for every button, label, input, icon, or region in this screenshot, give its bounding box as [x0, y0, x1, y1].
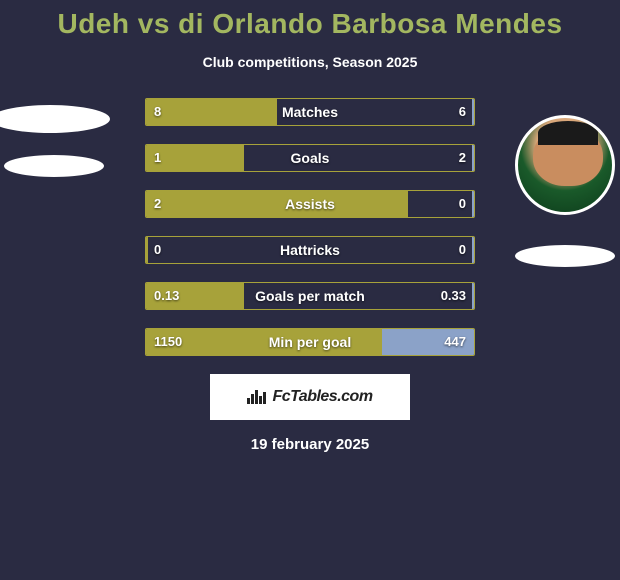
stat-value-left: 0.13 [146, 283, 187, 309]
stat-row: Assists2 0 [145, 190, 475, 218]
stat-row: Min per goal1150 447 [145, 328, 475, 356]
stat-row: Hattricks0 0 [145, 236, 475, 264]
stat-label: Matches [146, 99, 474, 125]
stat-value-left: 1150 [146, 329, 190, 355]
stat-value-right: 6 [451, 99, 474, 125]
stat-label: Hattricks [146, 237, 474, 263]
stat-label: Goals [146, 145, 474, 171]
stat-value-right: 0 [451, 237, 474, 263]
stat-value-right: 2 [451, 145, 474, 171]
player-left-avatar [0, 105, 100, 177]
stat-value-left: 8 [146, 99, 169, 125]
stat-row: Goals per match0.13 0.33 [145, 282, 475, 310]
player-right-avatar [510, 115, 620, 267]
stat-row: Goals1 2 [145, 144, 475, 172]
footer-date: 19 february 2025 [0, 436, 620, 453]
page-title: Udeh vs di Orlando Barbosa Mendes [0, 0, 620, 40]
subtitle: Club competitions, Season 2025 [0, 54, 620, 70]
placeholder-oval [0, 105, 110, 133]
placeholder-oval [515, 245, 615, 267]
bar-chart-icon [247, 390, 266, 404]
stat-value-right: 447 [436, 329, 474, 355]
player-photo [515, 115, 615, 215]
footer-logo-text: FcTables.com [272, 388, 372, 406]
stat-label: Min per goal [146, 329, 474, 355]
comparison-bars: Matches86Goals12Assists20Hattricks00Goal… [145, 98, 475, 356]
placeholder-oval [4, 155, 104, 177]
stat-value-left: 1 [146, 145, 169, 171]
stat-value-left: 0 [146, 237, 169, 263]
stat-label: Assists [146, 191, 474, 217]
stat-value-right: 0.33 [433, 283, 474, 309]
stat-label: Goals per match [146, 283, 474, 309]
footer-logo: FcTables.com [210, 374, 410, 420]
stat-row: Matches8 6 [145, 98, 475, 126]
stat-value-left: 2 [146, 191, 169, 217]
stat-value-right: 0 [451, 191, 474, 217]
